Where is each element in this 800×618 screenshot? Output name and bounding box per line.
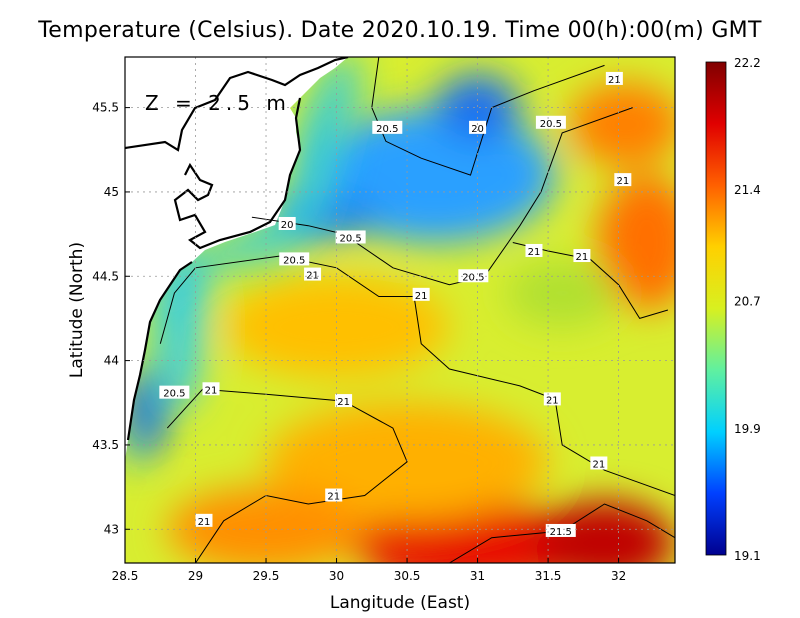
isotherm-label-text: 21: [415, 291, 428, 302]
x-axis-ticks: 28.5 29 29.5 30 30.5 31 31.5 32: [112, 558, 626, 583]
isotherm-label: 21: [543, 392, 561, 406]
x-tick-label: 31.5: [535, 569, 562, 583]
isotherm-label-text: 21: [337, 397, 350, 408]
field-blob-8: [435, 73, 520, 142]
isotherm-label: 20: [469, 120, 487, 135]
y-tick-label: 45: [104, 185, 119, 199]
x-tick-label: 31: [470, 569, 485, 583]
x-tick-label: 32: [611, 569, 626, 583]
map-title: Temperature (Celsius). Date 2020.10.19. …: [38, 18, 762, 43]
isotherm-label-text: 21: [546, 395, 559, 406]
y-axis-label: Latitude (North): [67, 242, 87, 378]
colorbar-tick-label: 19.1: [734, 549, 761, 563]
isotherm-label: 21: [412, 287, 430, 302]
colorbar-tick-label: 21.4: [734, 183, 761, 197]
isotherm-label-text: 21.5: [550, 527, 572, 538]
isotherm-label: 21: [195, 513, 213, 528]
isotherm-label: 20.5: [458, 269, 489, 283]
isotherm-label: 20.5: [279, 252, 310, 266]
isotherm-label: 20.5: [372, 120, 403, 135]
isotherm-label: 21: [573, 249, 591, 263]
coastal-cool-water: [125, 57, 360, 470]
y-tick-label: 44: [104, 354, 119, 368]
depth-label: Z = 2.5 m: [145, 91, 291, 115]
land-area: [125, 57, 348, 460]
field-blob-4: [223, 276, 450, 378]
isotherm-line-4: [449, 503, 675, 563]
y-tick-label: 45.5: [92, 101, 119, 115]
x-tick-label: 29: [188, 569, 203, 583]
isotherm-label: 21: [325, 488, 343, 503]
isotherm-line-2: [159, 255, 675, 496]
isotherm-label: 20.5: [335, 230, 366, 244]
isotherm-label-text: 20.5: [540, 119, 562, 130]
plot-frame: [124, 56, 676, 564]
x-tick-label: 30: [329, 569, 344, 583]
colorbar-tick-label: 19.9: [734, 422, 761, 436]
isotherm-label: 20.5: [159, 385, 190, 400]
isotherm-label-text: 20: [281, 220, 294, 231]
colorbar-tick-label: 20.7: [734, 295, 761, 309]
isotherm-label-text: 21: [616, 176, 629, 187]
isotherm-label: 21: [304, 267, 322, 282]
isotherm-label: 21: [614, 173, 632, 187]
isotherm-label-text: 20.5: [283, 255, 305, 266]
field-blob-3: [569, 82, 675, 167]
isotherm-label-text: 20.5: [376, 124, 398, 135]
colorbar-tick-label: 22.2: [734, 56, 761, 70]
isotherm-label: 21: [335, 394, 353, 408]
gridlines: [125, 57, 675, 563]
field-blob-7: [315, 107, 556, 243]
isotherm-label: 20.5: [535, 115, 566, 130]
isotherm-label-text: 21: [608, 75, 621, 86]
y-axis-ticks: 43 43.5 44 44.5 45 45.5: [92, 101, 130, 536]
isotherm-label-text: 21: [576, 252, 589, 263]
isotherm-label-text: 20.5: [163, 389, 185, 400]
isotherm-label: 21: [590, 456, 608, 470]
isotherm-line-3: [166, 388, 408, 563]
isotherm-label-text: 21: [198, 517, 211, 528]
isotherm-label-text: 21: [205, 385, 218, 396]
isotherm-label-text: 21: [592, 459, 605, 470]
isotherm-label: 21.5: [545, 523, 576, 538]
y-tick-label: 44.5: [92, 269, 119, 283]
isotherm-label: 21: [202, 382, 220, 396]
isotherm-label-text: 21: [528, 247, 541, 258]
x-tick-label: 28.5: [112, 569, 139, 583]
x-axis-label: Langitude (East): [330, 593, 470, 613]
colorbar: [705, 61, 727, 556]
field-blob-1: [533, 500, 675, 563]
isotherm-label: 20: [278, 216, 296, 231]
isotherm-line-0: [371, 57, 605, 176]
isotherm-label: 21: [605, 71, 623, 86]
isotherm-label-text: 21: [327, 492, 340, 503]
y-tick-label: 43.5: [92, 438, 119, 452]
coastline: [125, 57, 349, 441]
x-tick-label: 29.5: [253, 569, 280, 583]
isotherm-label-text: 20.5: [340, 233, 362, 244]
isotherm-label: 21: [525, 243, 543, 258]
colorbar-labels: 22.2 21.4 20.7 19.9 19.1: [734, 56, 761, 563]
field-blob-2: [597, 175, 675, 310]
isotherm-label-text: 20.5: [462, 272, 484, 283]
y-tick-label: 43: [104, 522, 119, 536]
x-tick-label: 30.5: [394, 569, 421, 583]
